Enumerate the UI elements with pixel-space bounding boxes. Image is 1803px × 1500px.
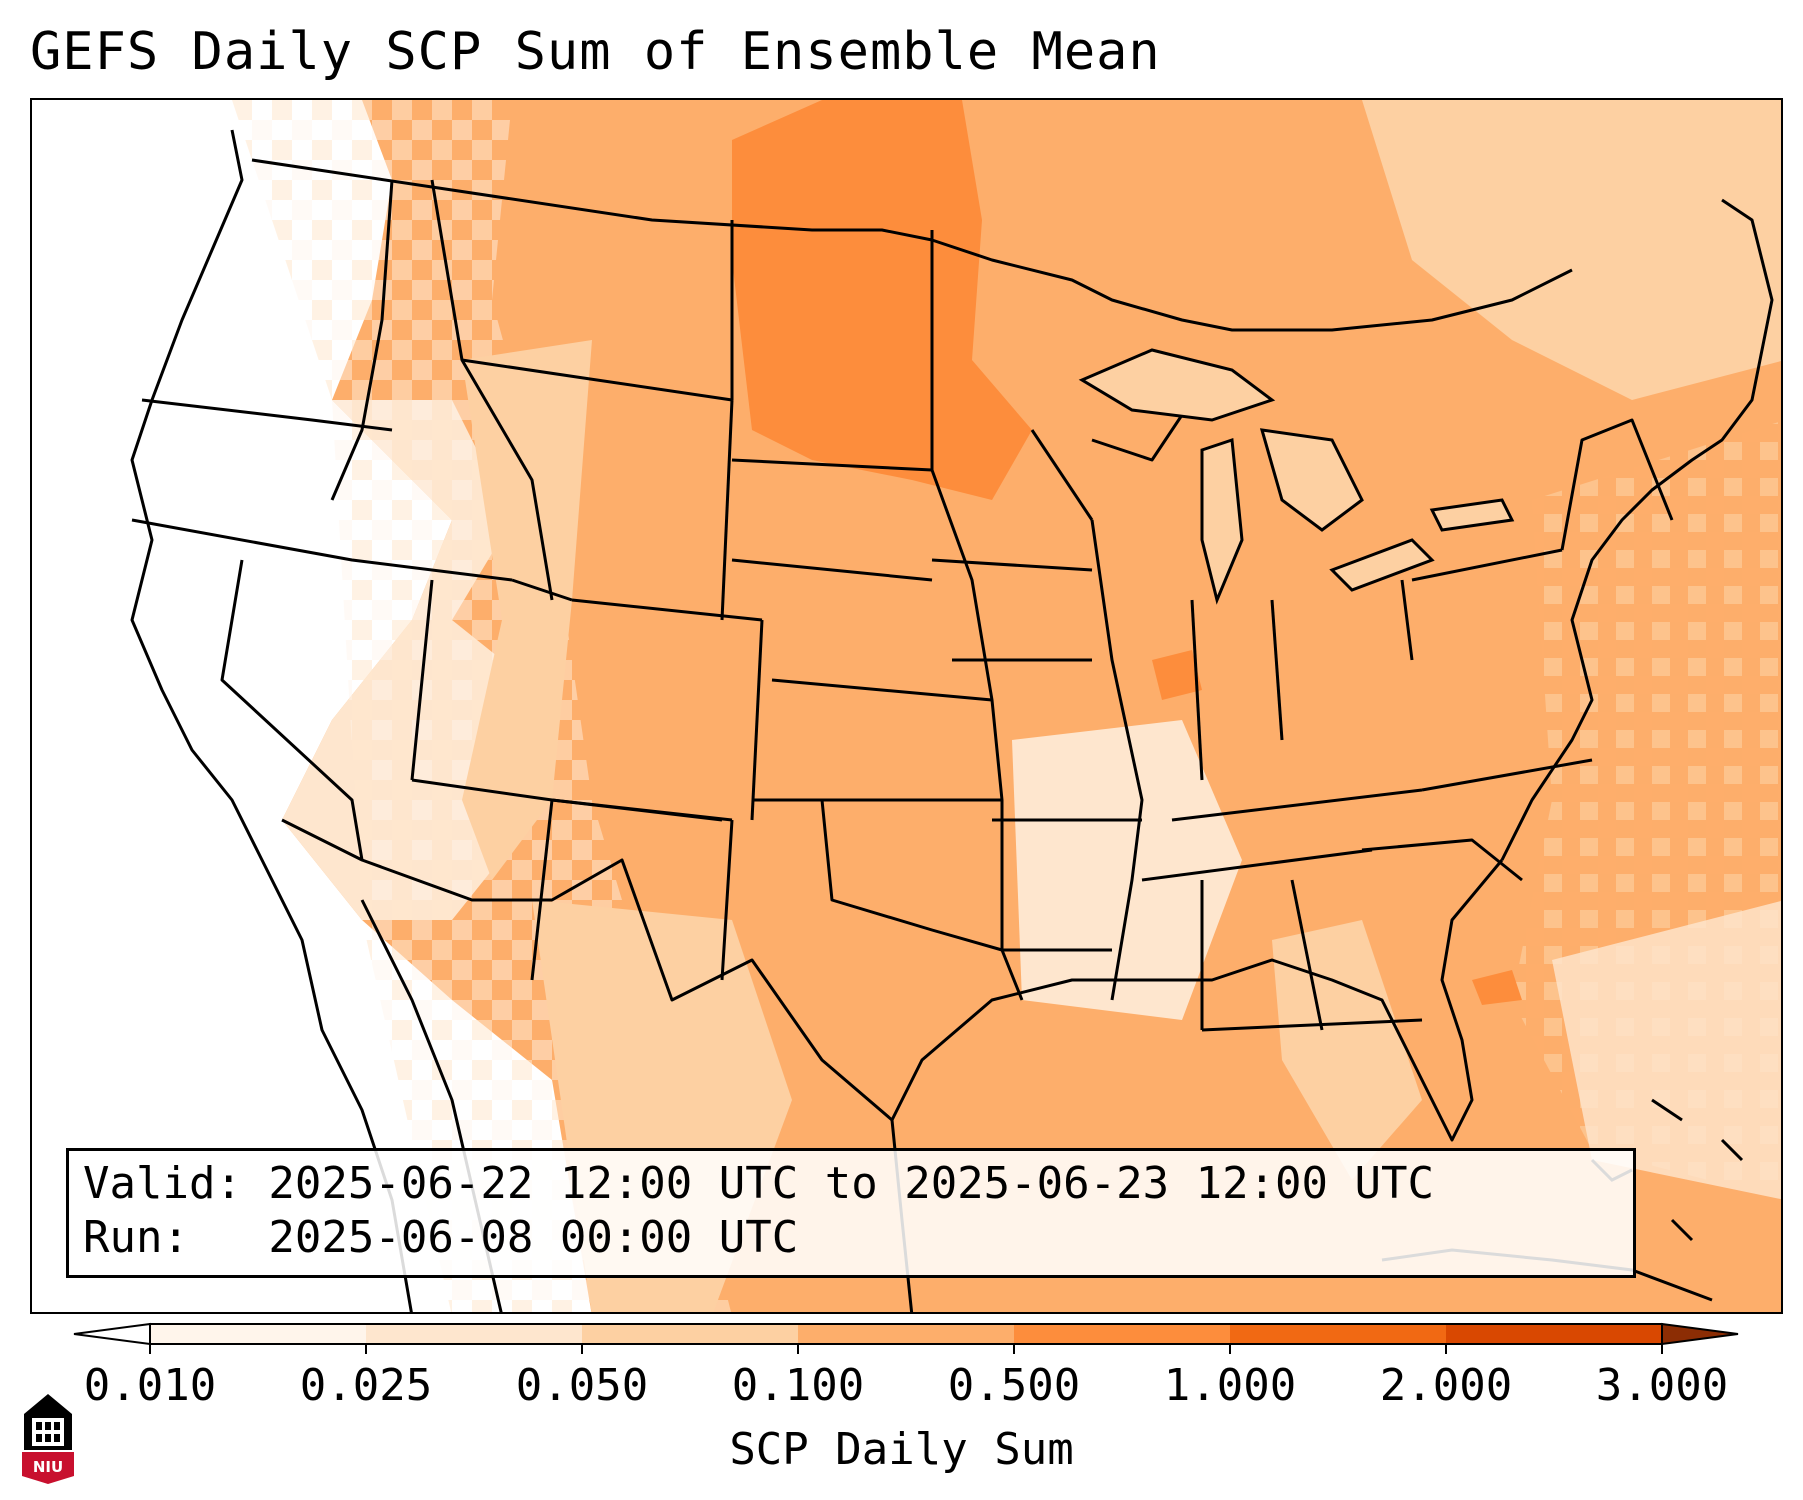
bermuda-marks (1651, 1098, 1744, 1162)
run-time-text: Run: 2025-06-08 00:00 UTC (83, 1212, 799, 1263)
lake-michigan (1200, 437, 1244, 605)
field-light-atlantic-south (1552, 901, 1781, 1200)
border-nc-sc (1361, 838, 1523, 882)
border-tx-nm (720, 819, 734, 981)
border-id-west (330, 179, 394, 501)
borders-layer (130, 129, 1774, 1312)
border-in-oh (1270, 599, 1284, 741)
colorbar-tick-label: 1.000 (1163, 1360, 1297, 1411)
colorbar-segments (73, 1322, 1739, 1346)
border-nv-ut (410, 579, 434, 781)
us-mexico-border (281, 818, 893, 1122)
border-ok-tx (820, 799, 1003, 952)
border-id-mt (430, 179, 554, 601)
border-ne-states (1560, 418, 1674, 551)
colorbar-tick-label: 0.025 (299, 1360, 433, 1411)
scp-map (32, 100, 1781, 1312)
field-high-spot-2 (1472, 970, 1522, 1005)
border-wy-east (720, 399, 734, 621)
colorbar-tick-label: 0.100 (731, 1360, 865, 1411)
colorbar-segment (366, 1324, 583, 1344)
field-pacific (32, 100, 332, 1312)
border-wi-mi (1091, 399, 1194, 462)
colorbar-segment (150, 1324, 367, 1344)
border-va-nc (1421, 758, 1593, 792)
border-az-nm (530, 799, 554, 981)
niu-logo: NIU (22, 1394, 74, 1484)
field-light-northeast (1362, 100, 1781, 400)
atlantic-coastline (1500, 198, 1774, 861)
border-co-nm (551, 798, 733, 822)
border-tn-south (1141, 848, 1373, 882)
border-wy-co (571, 598, 763, 622)
colorbar-outline (149, 1323, 1663, 1345)
colorbar-segment (1446, 1324, 1663, 1344)
state-borders-layer (131, 179, 1674, 1032)
lake-superior (1078, 348, 1276, 422)
map-panel (30, 98, 1783, 1314)
border-ky-tn (1171, 788, 1423, 822)
border-ms-river (1090, 519, 1144, 1001)
border-sd-ne (731, 558, 933, 582)
border-mn-wi (1030, 429, 1094, 521)
border-nd-sd (731, 458, 933, 472)
us-canada-border (251, 158, 1573, 332)
border-oh-pa (1400, 579, 1414, 661)
border-ga-fl (1201, 1018, 1423, 1032)
lake-huron (1259, 428, 1364, 532)
colorbar-extend-low (73, 1322, 151, 1346)
pacific-coastline (130, 129, 413, 1312)
colorbar-tick-label: 0.050 (515, 1360, 649, 1411)
colorbar-segment (798, 1324, 1015, 1344)
colorbar-segment (1230, 1324, 1447, 1344)
lake-erie (1329, 538, 1435, 592)
colorbar-ticks (149, 1344, 1663, 1354)
field-high-dakotas (732, 100, 1032, 500)
field-mod-florida (1272, 920, 1422, 1180)
colorbar-label: SCP Daily Sum (729, 1424, 1074, 1475)
border-pa-ny (1411, 548, 1563, 582)
lake-ontario (1429, 498, 1515, 532)
field-high-spot-1 (1152, 650, 1202, 700)
colorbar (73, 1322, 1739, 1354)
border-mn-ia (931, 558, 1093, 572)
border-co-east (750, 619, 764, 821)
chart-title: GEFS Daily SCP Sum of Ensemble Mean (30, 22, 1161, 82)
colorbar-tick-label: 2.000 (1379, 1360, 1513, 1411)
border-al-ga (1290, 879, 1324, 1031)
great-lakes-layer (1078, 348, 1515, 605)
border-ut-wy (511, 578, 573, 602)
colorbar-tick-label: 3.000 (1595, 1360, 1729, 1411)
info-box: Valid: 2025-06-22 12:00 UTC to 2025-06-2… (66, 1148, 1636, 1278)
colorbar-segment (582, 1324, 799, 1344)
field-mod-gulfcoast (1012, 720, 1242, 1020)
field-mod-rockies (462, 340, 592, 880)
border-ca-nv (220, 559, 364, 861)
colorbar-extend-high (1661, 1322, 1739, 1346)
valid-time-text: Valid: 2025-06-22 12:00 UTC to 2025-06-2… (83, 1158, 1435, 1209)
border-il-in (1190, 599, 1204, 781)
border-mt-wy (461, 358, 733, 402)
colorbar-tick-label: 0.010 (83, 1360, 217, 1411)
border-ne-ks (771, 678, 993, 702)
colorbar-tick-label: 0.500 (947, 1360, 1081, 1411)
gulf-coastline (890, 859, 1504, 1142)
border-wa-or (141, 398, 393, 432)
logo-text: NIU (33, 1458, 63, 1476)
border-or-ca (131, 518, 513, 582)
colorbar-segment (1014, 1324, 1231, 1344)
